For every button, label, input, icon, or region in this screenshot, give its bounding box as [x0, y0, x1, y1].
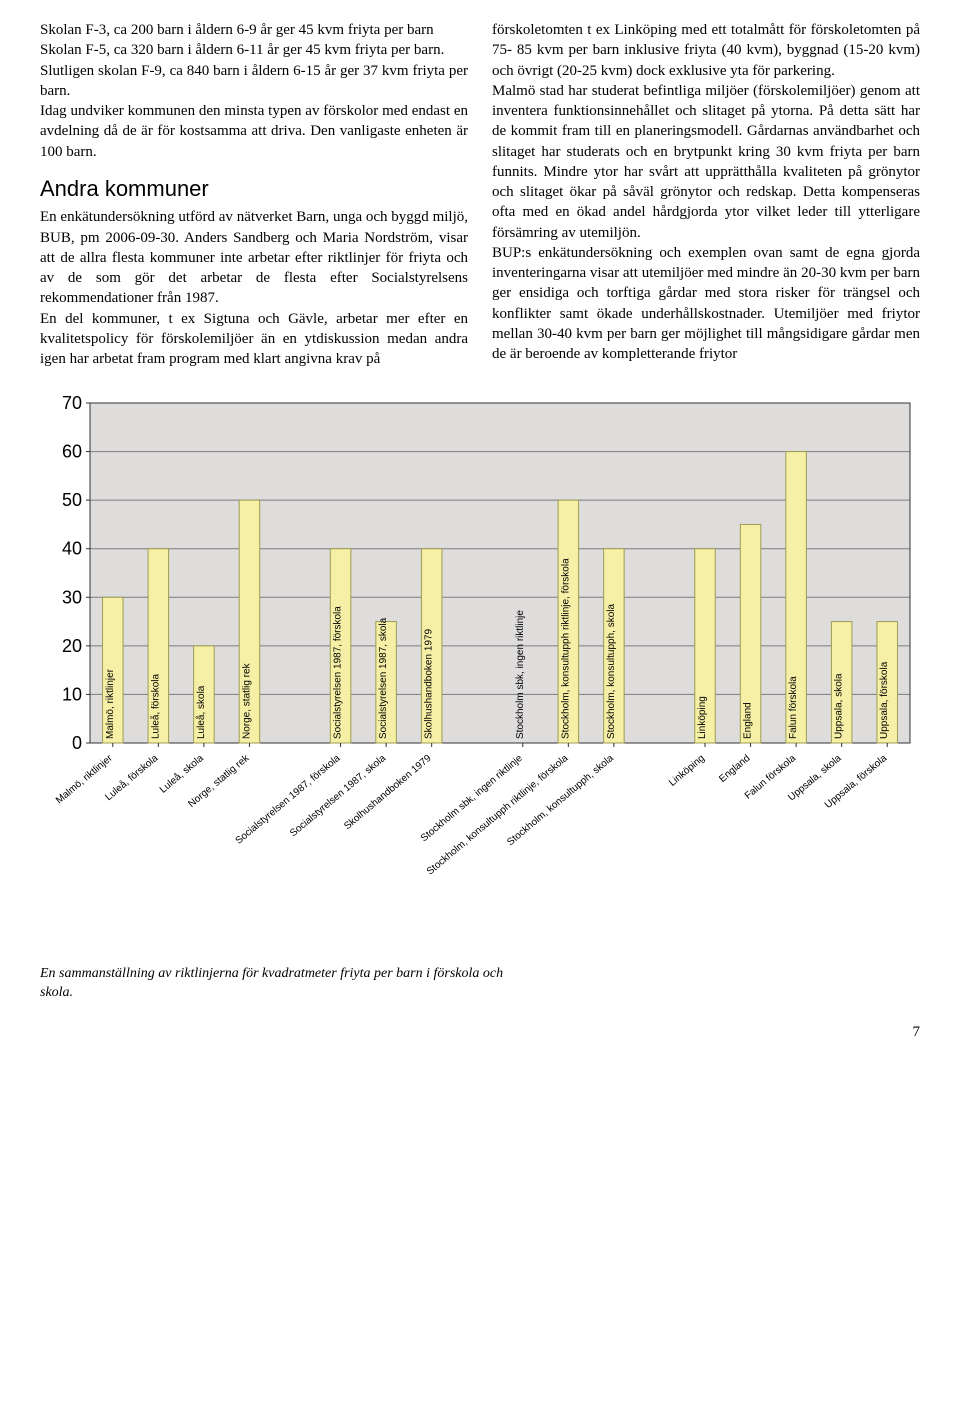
svg-text:Malmö, riktlinjer: Malmö, riktlinjer — [105, 669, 116, 740]
svg-text:Socialstyrelsen 1987, skola: Socialstyrelsen 1987, skola — [378, 618, 389, 740]
svg-text:Stockholm, konsultupph, skola: Stockholm, konsultupph, skola — [606, 604, 617, 740]
para: BUP:s enkätundersökning och exemplen ova… — [492, 243, 920, 365]
svg-text:Falun förskola: Falun förskola — [788, 676, 799, 739]
svg-text:Linköping: Linköping — [667, 753, 707, 789]
svg-text:Stockholm, konsultupph riktlin: Stockholm, konsultupph riktlinje, försko… — [560, 558, 571, 739]
subheading-andra-kommuner: Andra kommuner — [40, 174, 468, 204]
para: Idag undviker kommunen den minsta typen … — [40, 101, 468, 162]
svg-text:Uppsala, förskola: Uppsala, förskola — [879, 662, 890, 740]
para: Malmö stad har studerat befintliga miljö… — [492, 81, 920, 243]
para: En del kommuner, t ex Sigtuna och Gävle,… — [40, 309, 468, 370]
svg-text:70: 70 — [62, 393, 82, 413]
svg-text:40: 40 — [62, 539, 82, 559]
left-column: Skolan F-3, ca 200 barn i åldern 6-9 år … — [40, 20, 468, 369]
para: En enkätundersökning utförd av nätverket… — [40, 207, 468, 308]
svg-text:50: 50 — [62, 491, 82, 511]
svg-text:England: England — [717, 753, 752, 785]
svg-text:Luleå, skola: Luleå, skola — [195, 686, 207, 740]
svg-text:60: 60 — [62, 442, 82, 462]
page-number: 7 — [40, 1024, 920, 1041]
right-column: förskoletomten t ex Linköping med ett to… — [492, 20, 920, 369]
para: Slutligen skolan F-9, ca 840 barn i ålde… — [40, 61, 468, 102]
bar-chart-svg: 0 10 20 30 40 50 60 70 Malmö, riktlinjer Luleå, f… — [40, 393, 920, 953]
svg-text:0: 0 — [72, 733, 82, 753]
svg-text:30: 30 — [62, 588, 82, 608]
svg-text:Socialstyrelsen 1987, skola: Socialstyrelsen 1987, skola — [288, 753, 388, 840]
svg-text:Uppsala, skola: Uppsala, skola — [834, 673, 845, 739]
svg-text:Luleå, förskola: Luleå, förskola — [149, 674, 161, 739]
para: Skolan F-5, ca 320 barn i åldern 6-11 år… — [40, 40, 468, 60]
svg-text:10: 10 — [62, 685, 82, 705]
svg-text:Skolhushandboken 1979: Skolhushandboken 1979 — [342, 753, 434, 832]
bar-chart: 0 10 20 30 40 50 60 70 Malmö, riktlinjer Luleå, f… — [40, 393, 920, 953]
svg-text:Socialstyrelsen 1987, förskola: Socialstyrelsen 1987, förskola — [333, 606, 344, 739]
svg-text:England: England — [743, 703, 754, 740]
para: Skolan F-3, ca 200 barn i åldern 6-9 år … — [40, 20, 468, 40]
svg-text:20: 20 — [62, 636, 82, 656]
svg-text:Skolhushandboken 1979: Skolhushandboken 1979 — [424, 629, 435, 740]
svg-text:Linköping: Linköping — [697, 697, 708, 740]
svg-text:Stockholm sbk, ingen riktlinje: Stockholm sbk, ingen riktlinje — [515, 610, 526, 739]
svg-text:Norge, statlig rek: Norge, statlig rek — [241, 663, 252, 740]
para: förskoletomten t ex Linköping med ett to… — [492, 20, 920, 81]
chart-caption: En sammanställning av riktlinjerna för k… — [40, 965, 520, 1001]
svg-text:Luleå, skola: Luleå, skola — [157, 752, 206, 796]
